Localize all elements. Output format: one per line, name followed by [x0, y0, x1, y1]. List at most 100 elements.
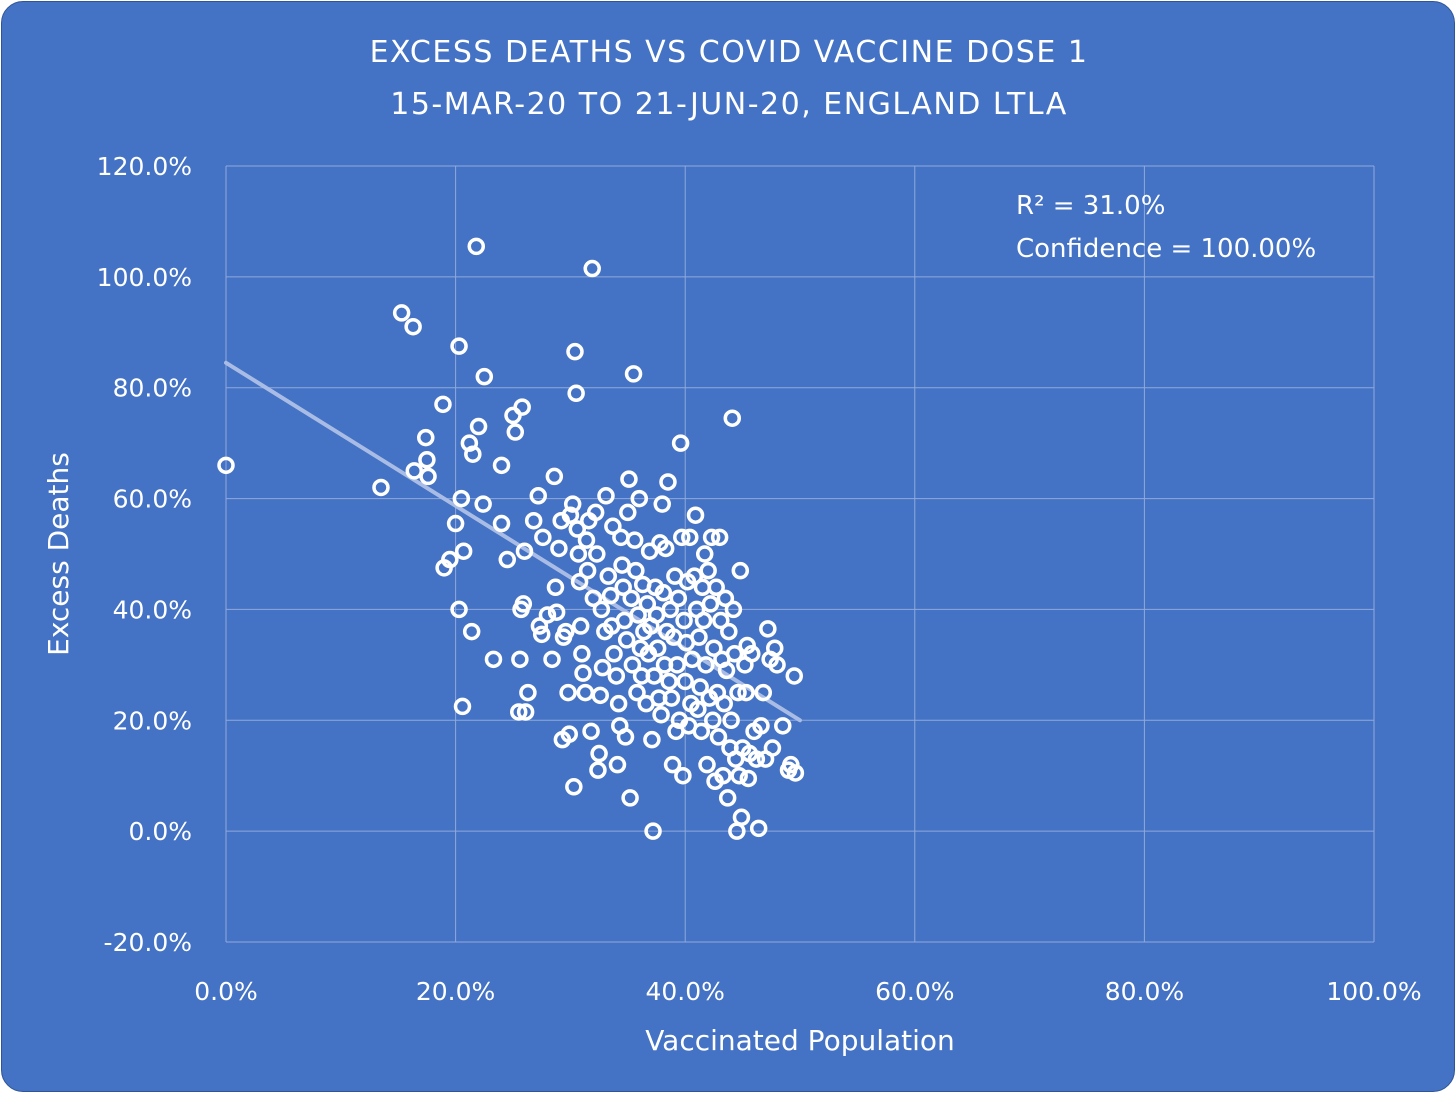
data-point — [509, 703, 528, 721]
data-point — [723, 409, 742, 427]
data-point — [691, 678, 709, 696]
chart-title-line-2: 15-MAR-20 TO 21-JUN-20, ENGLAND LTLA — [390, 87, 1068, 122]
data-point — [561, 506, 580, 524]
data-point — [565, 778, 583, 796]
data-point — [754, 683, 773, 702]
y-axis-title: Excess Deaths — [42, 452, 75, 656]
data-point — [515, 542, 534, 560]
data-point — [722, 711, 740, 730]
data-point — [648, 639, 667, 657]
data-point — [567, 384, 585, 403]
data-point — [701, 595, 720, 613]
data-point — [697, 656, 715, 674]
data-point — [627, 561, 645, 580]
data-point — [582, 722, 600, 741]
data-point — [530, 617, 549, 635]
data-point — [612, 528, 630, 547]
data-point — [747, 750, 766, 768]
data-point — [737, 683, 755, 702]
data-point — [593, 658, 612, 677]
x-tick-label: 60.0% — [875, 977, 954, 1006]
data-point — [623, 656, 642, 674]
data-point — [453, 697, 472, 716]
data-point — [454, 542, 473, 560]
data-point — [450, 337, 468, 355]
data-point — [668, 656, 686, 674]
data-point — [712, 611, 730, 630]
y-tick-label: -20.0% — [104, 928, 192, 957]
data-point — [584, 589, 603, 608]
data-point — [662, 689, 681, 707]
x-tick-label: 100.0% — [1326, 977, 1421, 1006]
data-point — [698, 755, 716, 774]
data-point — [532, 625, 551, 644]
data-point — [675, 611, 693, 630]
data-point — [619, 503, 637, 522]
data-point — [534, 528, 552, 547]
data-point — [768, 656, 786, 674]
data-point — [615, 611, 634, 630]
data-point — [690, 628, 708, 646]
data-point — [709, 728, 728, 746]
data-point — [588, 545, 606, 563]
data-point — [474, 495, 492, 513]
data-point — [629, 606, 647, 624]
data-point — [570, 572, 589, 591]
data-point — [372, 478, 390, 497]
data-point — [743, 645, 761, 663]
data-point — [705, 639, 723, 657]
data-point — [689, 700, 707, 718]
data-point — [511, 650, 529, 669]
y-tick-label: 120.0% — [97, 152, 192, 181]
data-point — [685, 567, 704, 585]
data-point — [660, 672, 678, 691]
data-point — [547, 603, 566, 621]
data-point — [484, 650, 503, 669]
data-point — [638, 595, 657, 613]
data-point — [597, 487, 615, 505]
data-point — [673, 528, 691, 547]
data-point — [405, 462, 424, 480]
data-point — [589, 761, 607, 779]
data-point — [583, 259, 601, 278]
data-point — [568, 520, 587, 538]
data-point — [450, 600, 468, 619]
data-point — [464, 445, 482, 463]
data-point — [546, 578, 565, 597]
data-point — [529, 487, 548, 505]
data-point — [710, 528, 729, 547]
data-point — [630, 489, 649, 508]
data-point — [724, 600, 743, 619]
data-point — [608, 755, 627, 774]
data-point — [624, 365, 643, 383]
data-point — [617, 631, 636, 649]
data-point — [695, 545, 714, 563]
x-tick-label: 40.0% — [645, 977, 724, 1006]
data-point — [519, 683, 537, 702]
scatter-points — [217, 237, 805, 840]
data-point — [613, 556, 631, 574]
data-point — [661, 600, 680, 619]
data-point — [692, 722, 711, 741]
data-point — [671, 434, 690, 452]
data-point — [752, 717, 770, 735]
r-squared-annotation: R² = 31.0% — [1016, 191, 1165, 221]
data-point — [590, 744, 608, 763]
data-point — [669, 589, 688, 608]
data-point — [566, 342, 584, 361]
data-point — [717, 661, 736, 680]
data-point — [604, 517, 622, 536]
data-point — [628, 683, 646, 702]
data-point — [625, 531, 644, 549]
data-point — [492, 514, 511, 533]
confidence-annotation: Confidence = 100.00% — [1016, 234, 1316, 264]
data-point — [441, 550, 459, 569]
data-point — [614, 578, 632, 597]
data-point — [577, 531, 596, 549]
data-point — [516, 703, 535, 721]
data-point — [469, 417, 488, 436]
data-point — [513, 398, 531, 416]
data-point — [560, 725, 579, 743]
